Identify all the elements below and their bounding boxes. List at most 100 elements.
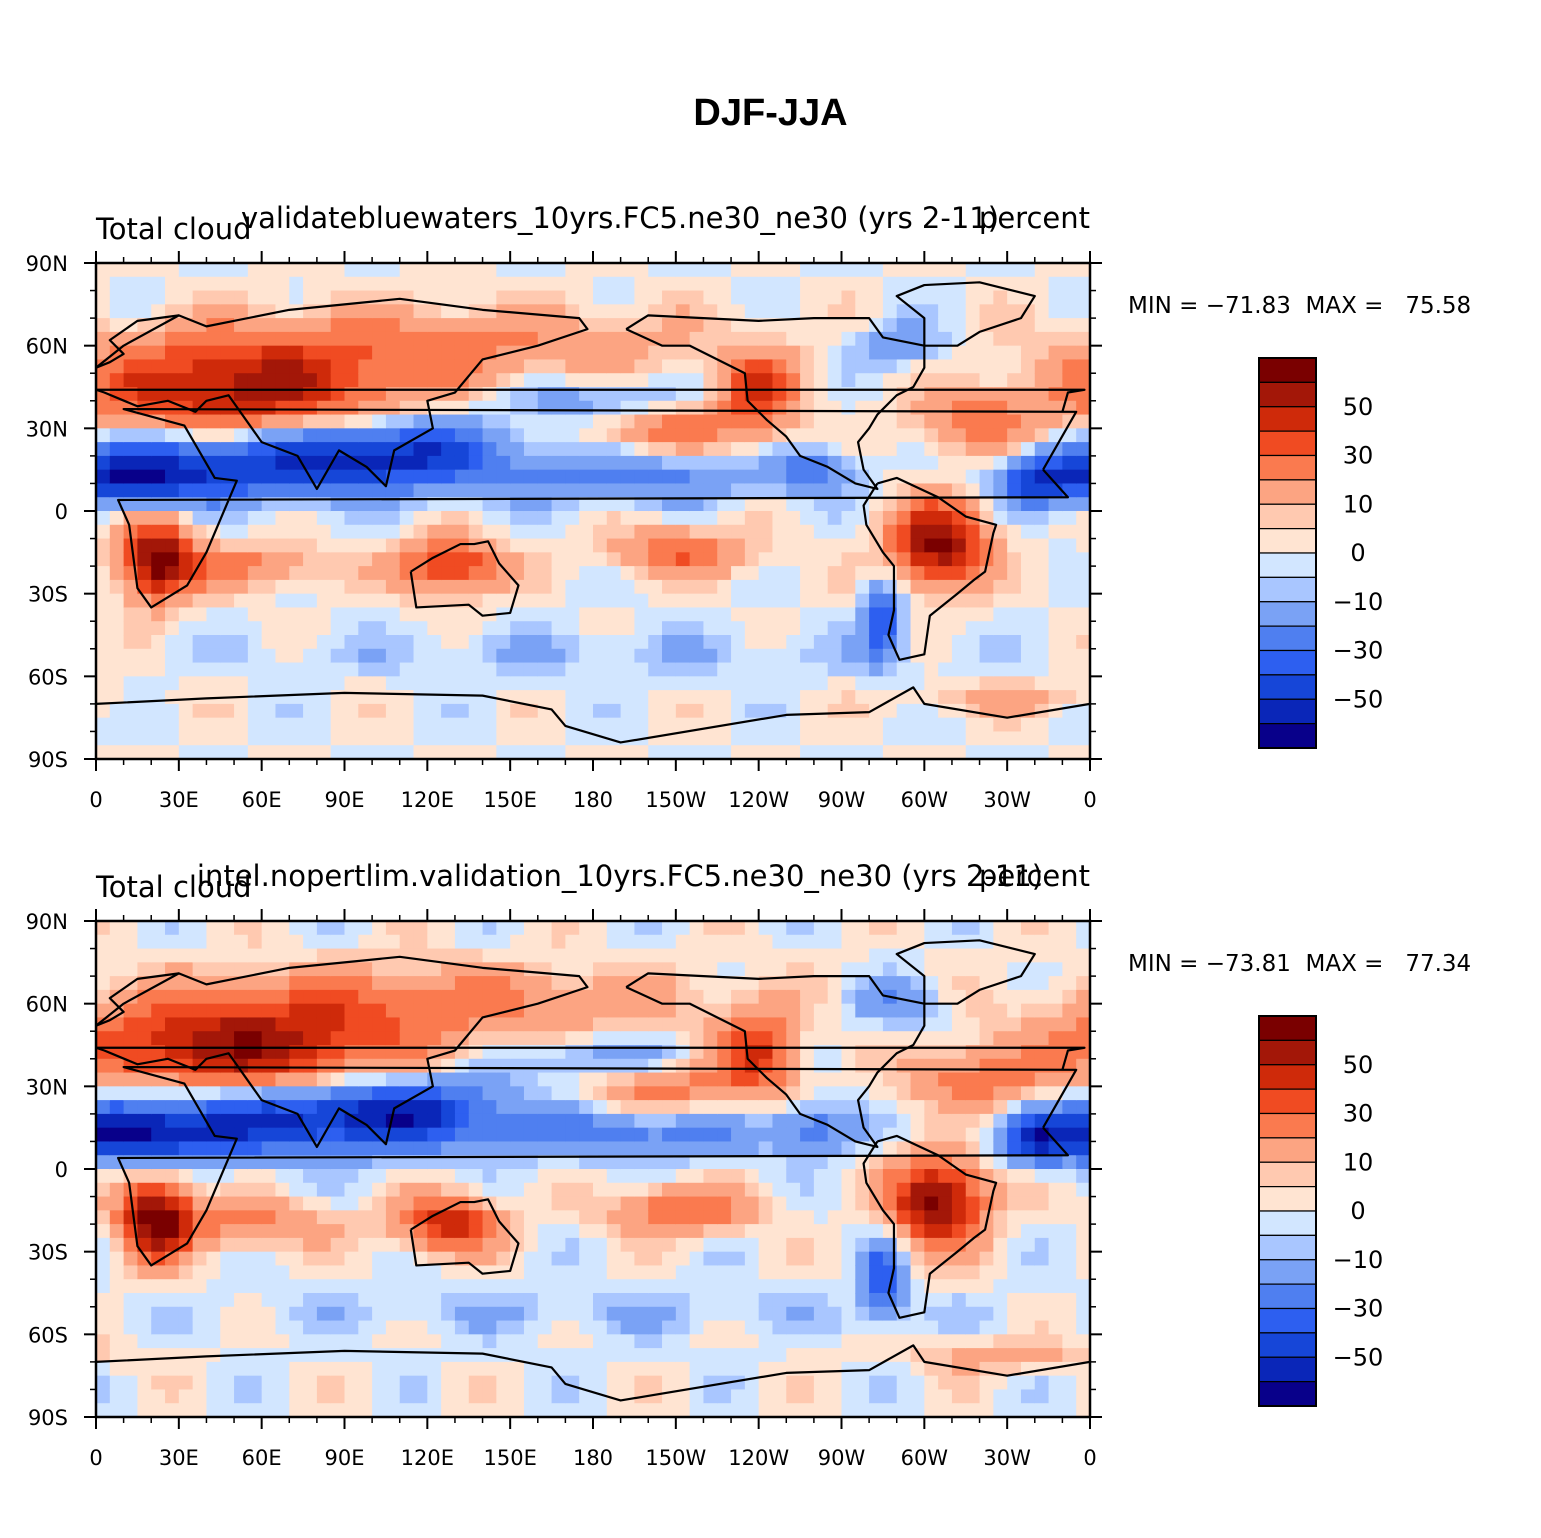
x-tick-label: 150W [645, 1446, 706, 1470]
variable-label: Total cloud [95, 870, 251, 904]
colorbar-swatch [1258, 1088, 1317, 1115]
colorbar-swatch [1258, 1259, 1317, 1285]
y-tick-label: 90S [28, 1406, 68, 1430]
cloud-anomaly-field [96, 921, 1090, 1417]
x-tick-label: 120E [401, 788, 454, 812]
x-tick-label: 60W [901, 1446, 949, 1470]
x-tick-label: 90W [818, 788, 866, 812]
colorbar-swatch [1258, 1186, 1317, 1212]
y-tick-label: 30N [26, 417, 68, 441]
y-tick-label: 60S [28, 1323, 68, 1347]
coastlines [96, 939, 1090, 1402]
map-panel-top: 0 30E 60E 90E 120E 150E 180 150W 120W 90W 60W 30W 0 9… [0, 195, 1541, 835]
colorbar-label: 10 [1343, 490, 1374, 518]
colorbar-swatch [1258, 601, 1317, 627]
colorbar-label: 30 [1343, 442, 1374, 470]
x-tick-label: 180 [573, 788, 613, 812]
colorbar-swatch [1258, 576, 1317, 603]
x-tick-label: 0 [1083, 788, 1096, 812]
x-tick-label: 60E [242, 1446, 282, 1470]
min-max-readout-bottom: MIN = −73.81 MAX = 77.34 [1128, 951, 1471, 977]
y-tick-label: 60S [28, 665, 68, 689]
colorbar-swatch [1258, 1381, 1317, 1407]
x-tick-label: 150W [645, 788, 706, 812]
x-tick-label: 0 [89, 1446, 102, 1470]
y-tick-label: 60N [26, 993, 68, 1017]
x-tick-label: 90E [325, 1446, 365, 1470]
colorbar-label: 50 [1343, 393, 1374, 421]
x-tick-label: 90E [325, 788, 365, 812]
x-tick-label: 120E [401, 1446, 454, 1470]
page-title: DJF-JJA [693, 92, 848, 134]
colorbar-swatch [1258, 1210, 1317, 1236]
colorbar-label: −50 [1333, 685, 1384, 713]
colorbar-swatch [1258, 406, 1317, 432]
x-tick-label: 60E [242, 788, 282, 812]
y-tick-label: 90N [26, 910, 68, 934]
cloud-anomaly-field [96, 263, 1090, 759]
colorbar-label: 50 [1343, 1051, 1374, 1079]
y-tick-label: 0 [55, 1158, 68, 1182]
x-tick-label: 120W [728, 788, 789, 812]
colorbar-swatch [1258, 1064, 1317, 1090]
min-max-readout-top: MIN = −71.83 MAX = 75.58 [1128, 293, 1471, 319]
x-tick-label: 180 [573, 1446, 613, 1470]
units-label: percent [979, 201, 1090, 235]
min-label: MIN = [1128, 951, 1199, 977]
x-tick-label: 120W [728, 1446, 789, 1470]
units-label: percent [979, 859, 1090, 893]
map-panel-bottom: 0 30E 60E 90E 120E 150E 180 150W 120W 90W 60W 30W 0 9… [0, 853, 1541, 1493]
colorbar-swatch [1258, 1332, 1317, 1358]
colorbar-label: 10 [1343, 1148, 1374, 1176]
colorbar-swatch [1258, 1356, 1317, 1383]
x-tick-label: 30E [159, 1446, 199, 1470]
coastlines [96, 281, 1090, 744]
case-title: intel.nopertlim.validation_10yrs.FC5.ne3… [197, 859, 1043, 893]
y-tick-label: 30S [28, 583, 68, 607]
colorbar [1258, 357, 1317, 749]
colorbar-swatch [1258, 625, 1317, 652]
max-value: 77.34 [1405, 951, 1472, 977]
y-tick-label: 30S [28, 1241, 68, 1265]
x-tick-label: 0 [89, 788, 102, 812]
colorbar-swatch [1258, 1161, 1317, 1188]
colorbar-swatch [1258, 698, 1317, 725]
colorbar-swatch [1258, 1112, 1317, 1139]
colorbar-label: −30 [1333, 1295, 1384, 1323]
colorbar-swatch [1258, 479, 1317, 505]
colorbar-swatch [1258, 503, 1317, 530]
min-value: −73.81 [1205, 951, 1291, 977]
x-tick-label: 150E [483, 788, 536, 812]
colorbar-swatch [1258, 454, 1317, 481]
max-label: MAX = [1305, 951, 1384, 977]
y-tick-label: 60N [26, 335, 68, 359]
colorbar-swatch [1258, 674, 1317, 700]
x-tick-label: 90W [818, 1446, 866, 1470]
y-tick-label: 90S [28, 748, 68, 772]
map-chart-bottom: 0 30E 60E 90E 120E 150E 180 150W 120W 90W 60W 30W 09… [26, 859, 1384, 1470]
y-tick-label: 30N [26, 1075, 68, 1099]
colorbar-label: 30 [1343, 1100, 1374, 1128]
x-tick-label: 30E [159, 788, 199, 812]
colorbar-label: −10 [1333, 588, 1384, 616]
colorbar-swatch [1258, 357, 1317, 383]
y-tick-label: 0 [55, 500, 68, 524]
colorbar-swatch [1258, 552, 1317, 578]
min-value: −71.83 [1205, 293, 1291, 319]
map-chart-top: 0 30E 60E 90E 120E 150E 180 150W 120W 90W 60W 30W 09… [26, 201, 1384, 812]
y-tick-label: 90N [26, 252, 68, 276]
variable-label: Total cloud [95, 212, 251, 246]
min-label: MIN = [1128, 293, 1199, 319]
colorbar [1258, 1015, 1317, 1407]
colorbar-label: −30 [1333, 637, 1384, 665]
colorbar-swatch [1258, 1234, 1317, 1261]
x-tick-label: 60W [901, 788, 949, 812]
colorbar-swatch [1258, 1307, 1317, 1334]
colorbar-label: 0 [1350, 1197, 1365, 1225]
colorbar-swatch [1258, 528, 1317, 554]
x-tick-label: 0 [1083, 1446, 1096, 1470]
colorbar-swatch [1258, 1039, 1317, 1066]
case-title: validatebluewaters_10yrs.FC5.ne30_ne30 (… [241, 201, 999, 235]
colorbar-swatch [1258, 1015, 1317, 1041]
x-tick-label: 150E [483, 1446, 536, 1470]
